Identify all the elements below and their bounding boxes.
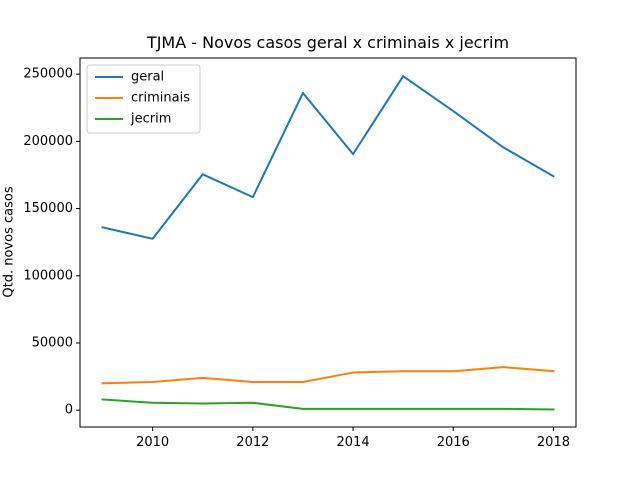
x-tick-label-2018: 2018 xyxy=(537,435,570,450)
legend: geral criminais jecrim xyxy=(86,64,201,134)
x-tick-label-2014: 2014 xyxy=(337,435,370,450)
x-tick-label-2010: 2010 xyxy=(136,435,169,450)
y-tick-label-100000: 100000 xyxy=(23,268,73,283)
x-tick-label-2012: 2012 xyxy=(236,435,269,450)
y-axis-label: Qtd. novos casos xyxy=(2,186,17,297)
legend-label-geral: geral xyxy=(131,70,164,85)
legend-label-criminais: criminais xyxy=(131,91,190,106)
series-line-criminais xyxy=(101,366,555,385)
y-tick-label-250000: 250000 xyxy=(23,67,73,82)
y-tick-label-50000: 50000 xyxy=(32,335,73,350)
y-tick-label-200000: 200000 xyxy=(23,134,73,149)
legend-label-jecrim: jecrim xyxy=(130,112,171,127)
y-tick-label-150000: 150000 xyxy=(23,201,73,216)
y-tick-label-0: 0 xyxy=(65,403,73,418)
legend-box xyxy=(86,64,201,134)
chart-title: TJMA - Novos casos geral x criminais x j… xyxy=(146,33,509,52)
series-line-jecrim xyxy=(101,398,555,411)
series-line-geral xyxy=(101,75,555,240)
axes-frame xyxy=(79,57,577,428)
x-tick-label-2016: 2016 xyxy=(437,435,470,450)
